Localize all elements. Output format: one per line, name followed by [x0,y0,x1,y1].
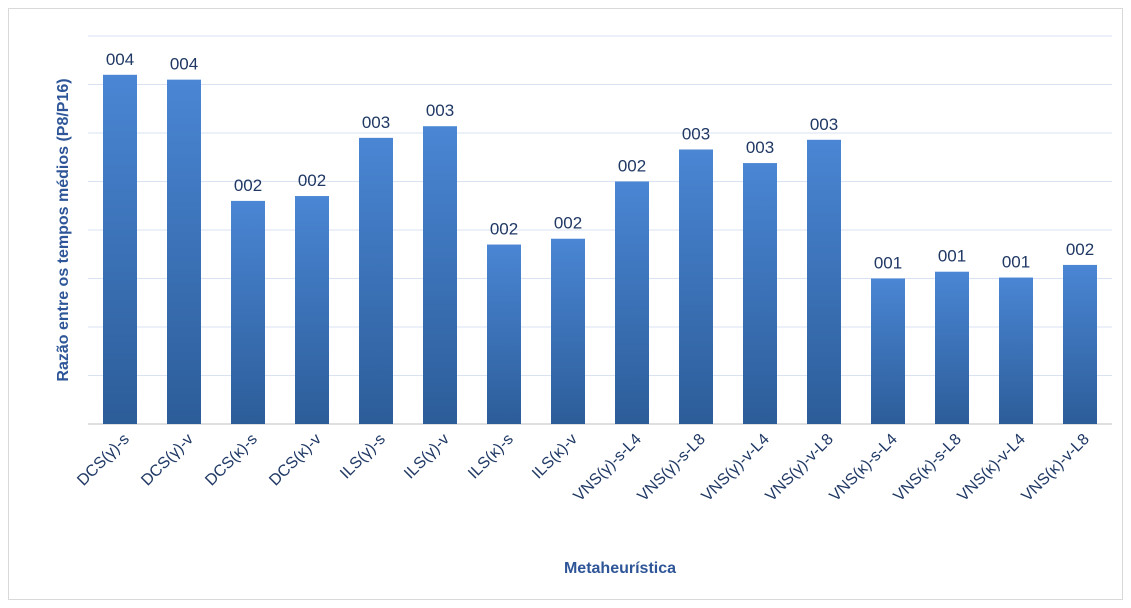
data-label: 002 [618,157,646,176]
bars [103,74,1097,425]
bar [743,163,777,424]
x-tick-label: VNS(κ)-s-L8 [891,431,965,505]
y-axis-title: Razão entre os tempos médios (P8/P16) [55,78,72,381]
bar [615,181,649,424]
data-label: 002 [234,176,262,195]
data-label: 004 [106,50,134,69]
data-label: 001 [1002,253,1030,272]
x-tick-label: VNS(γ)-s-L8 [635,431,709,505]
x-tick-label: VNS(γ)-v-L4 [699,431,773,505]
x-tick-label: DCS(κ)-v [266,431,325,490]
x-tick-label: ILS(γ)-v [401,431,453,483]
x-tick-label: DCS(κ)-s [202,431,261,490]
x-tick-label: VNS(κ)-s-L4 [827,431,901,505]
bar [551,238,585,424]
bar [1063,264,1097,424]
bar [167,79,201,425]
data-label: 003 [810,115,838,134]
bar [871,278,905,424]
x-tick-label: VNS(κ)-v-L4 [955,431,1029,505]
data-label: 002 [490,220,518,239]
x-tick-label: VNS(γ)-v-L8 [763,431,837,505]
data-label: 002 [298,171,326,190]
bar [999,277,1033,424]
bar [231,200,265,424]
x-tick-labels: DCS(γ)-s DCS(γ)-v DCS(κ)-s DCS(κ)-v ILS(γ)-s… [74,431,1093,505]
x-tick-label: VNS(κ)-v-L8 [1019,431,1093,505]
bar [487,244,521,424]
data-labels: 004 004 002 002 003 003 002 002 002 003 003 003 001 0… [106,50,1094,273]
data-label: 002 [554,214,582,233]
bar [423,126,457,425]
data-label: 003 [682,124,710,143]
data-label: 003 [362,113,390,132]
data-label: 004 [170,55,198,74]
x-tick-label: ILS(κ)-v [529,431,581,483]
bar [935,271,969,424]
x-tick-label: ILS(γ)-s [337,431,389,483]
x-tick-label: DCS(γ)-v [138,431,197,490]
data-label: 003 [426,101,454,120]
data-label: 001 [938,247,966,266]
bar [295,196,329,424]
data-label: 002 [1066,240,1094,259]
x-tick-label: DCS(γ)-s [74,431,133,490]
x-tick-label: ILS(κ)-s [465,431,517,483]
x-axis-title: Metaheurística [564,560,676,577]
bar [679,149,713,425]
bar [103,74,137,425]
data-label: 001 [874,254,902,273]
data-label: 003 [746,138,774,157]
x-tick-label: VNS(γ)-s-L4 [571,431,645,505]
bar [359,137,393,424]
bar [807,139,841,425]
